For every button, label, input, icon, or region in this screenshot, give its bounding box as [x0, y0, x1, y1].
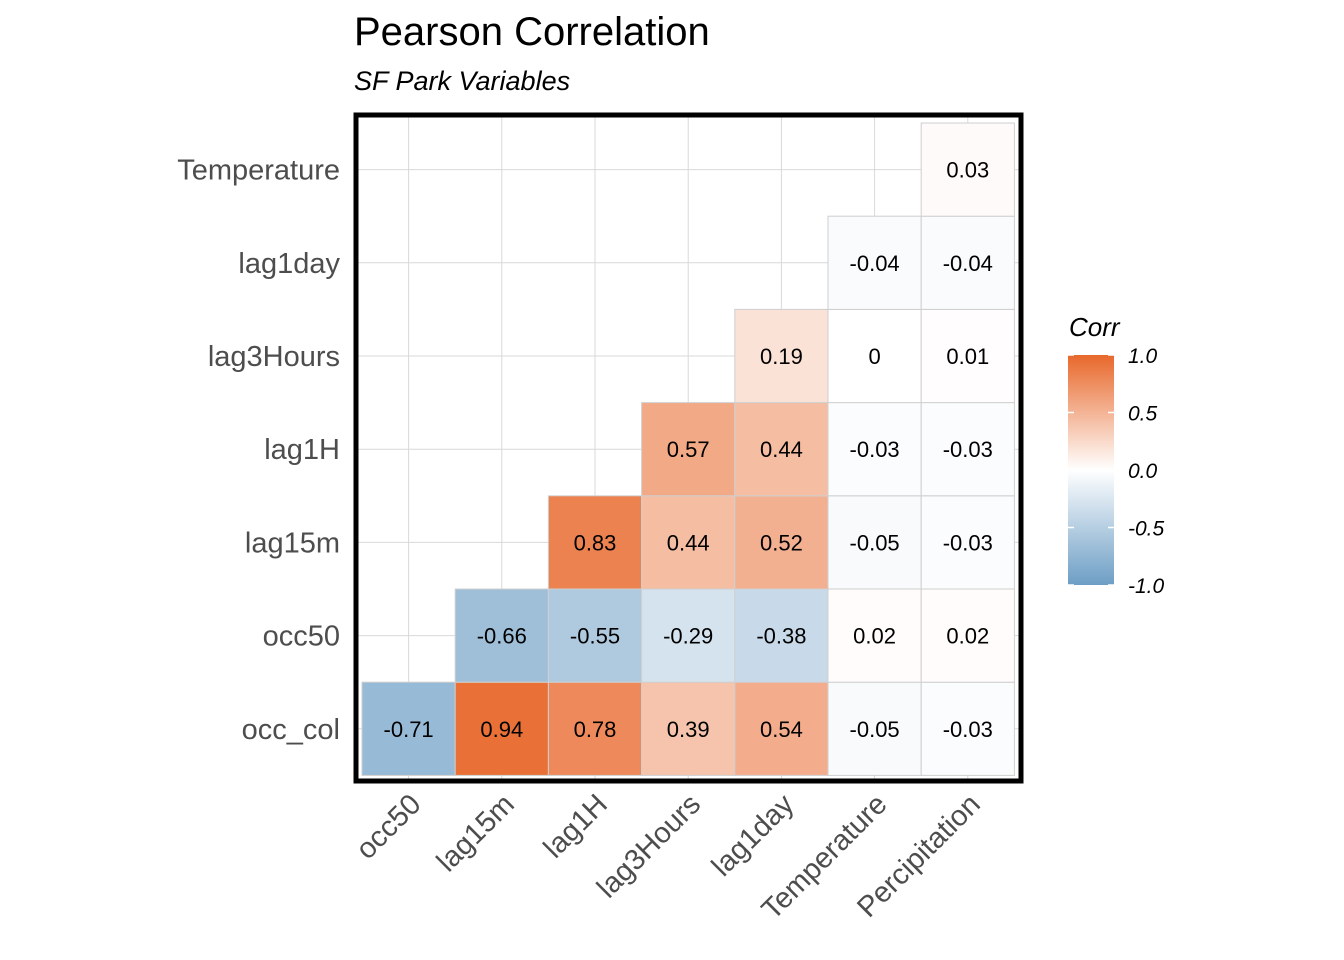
cell-value-label: -0.03: [943, 717, 993, 742]
cell-value-label: -0.71: [384, 717, 434, 742]
cell-value-label: -0.03: [943, 530, 993, 555]
y-tick-label: lag15m: [245, 527, 340, 559]
cell-value-label: 0.44: [667, 530, 710, 555]
cell-value-label: 0.54: [760, 717, 803, 742]
cell-value-label: -0.03: [850, 437, 900, 462]
cell-value-label: 0.01: [946, 344, 989, 369]
cell-value-label: -0.55: [570, 624, 620, 649]
cell-value-label: 0.19: [760, 344, 803, 369]
legend-tick-label: 0.0: [1128, 460, 1158, 483]
y-tick-label: occ_col: [242, 714, 340, 746]
cell-value-label: 0.44: [760, 437, 803, 462]
cell-value-label: 0.78: [574, 717, 617, 742]
cell-value-label: -0.05: [850, 717, 900, 742]
legend-colorbar: [1068, 355, 1114, 585]
cell-value-label: 0.52: [760, 530, 803, 555]
cell-value-label: -0.04: [850, 251, 900, 276]
cell-value-label: -0.38: [756, 624, 806, 649]
y-tick-label: occ50: [263, 621, 340, 653]
legend-tick-label: 0.5: [1128, 403, 1158, 426]
legend: Corr 1.0 0.5 0.0 -0.5 -1.0: [1068, 312, 1165, 598]
legend-tick-label: 1.0: [1128, 345, 1158, 368]
y-tick-label: lag1H: [264, 434, 340, 466]
cell-value-label: -0.03: [943, 437, 993, 462]
legend-tick-label: -1.0: [1128, 575, 1165, 598]
x-tick-label: lag1day: [706, 788, 801, 883]
cell-value-label: -0.29: [663, 624, 713, 649]
cell-value-label: 0.03: [946, 158, 989, 183]
legend-title: Corr: [1069, 312, 1121, 342]
x-tick-label: occ50: [350, 788, 427, 865]
cell-value-label: 0.39: [667, 717, 710, 742]
y-axis-tick-labels: occ_col occ50 lag15m lag1H lag3Hours lag1day T…: [177, 155, 340, 746]
cell-value-label: -0.66: [477, 624, 527, 649]
y-tick-label: Temperature: [177, 155, 340, 187]
x-tick-label: lag15m: [431, 788, 521, 878]
cell-value-label: 0.02: [853, 624, 896, 649]
cell-value-label: 0.57: [667, 437, 710, 462]
legend-tick-label: -0.5: [1128, 518, 1165, 541]
cell-value-label: -0.05: [850, 530, 900, 555]
cell-value-label: 0: [868, 344, 880, 369]
x-axis-tick-labels: occ50 lag15m lag1Hlag3Hourslag1dayTemperat…: [350, 788, 987, 926]
cell-value-label: 0.94: [480, 717, 523, 742]
x-tick-label: lag1H: [538, 788, 614, 864]
cell-value-label: -0.04: [943, 251, 993, 276]
cell-value-label: 0.83: [574, 530, 617, 555]
cell-value-label: 0.02: [946, 624, 989, 649]
y-tick-label: lag1day: [238, 248, 340, 280]
y-tick-label: lag3Hours: [208, 341, 340, 373]
